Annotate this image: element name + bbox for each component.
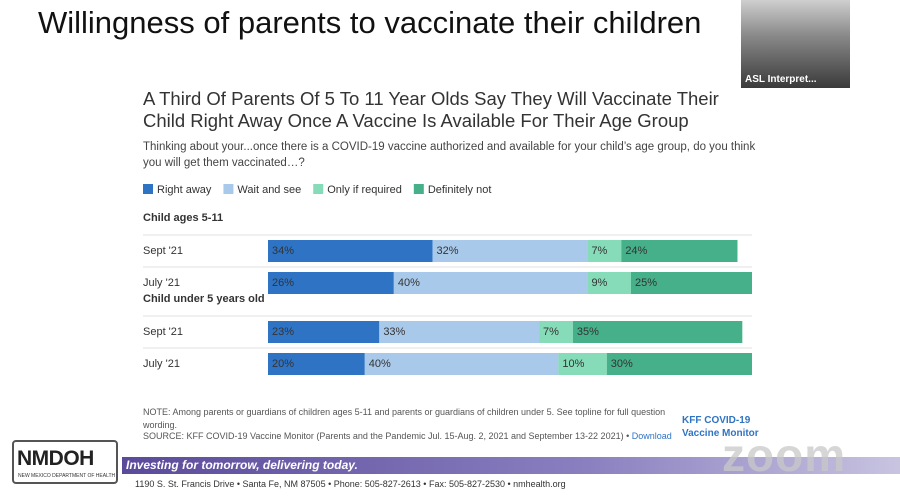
value-label: 34% <box>272 245 294 257</box>
value-label: 30% <box>611 358 633 370</box>
value-label: 33% <box>383 326 405 338</box>
group-label: Child under 5 years old <box>143 293 265 305</box>
address: 1190 S. St. Francis Drive • Santa Fe, NM… <box>135 479 566 489</box>
value-label: 7% <box>591 245 607 257</box>
value-label: 40% <box>369 358 391 370</box>
bar-segment <box>539 321 573 343</box>
bar-segment <box>631 272 752 294</box>
category-label: Sept '21 <box>143 245 183 257</box>
bar-segment <box>379 321 540 343</box>
legend-swatch <box>143 184 153 194</box>
bar-segment <box>268 240 433 262</box>
value-label: 23% <box>272 326 294 338</box>
bar-segment <box>621 240 738 262</box>
value-label: 35% <box>577 326 599 338</box>
logo-subtext: NEW MEXICO DEPARTMENT OF HEALTH <box>18 473 116 479</box>
bar-segment <box>268 353 365 375</box>
category-label: July '21 <box>143 277 180 289</box>
bar-segment <box>587 240 622 262</box>
video-tile[interactable]: ASL Interpret... <box>741 0 850 88</box>
legend-label: Definitely not <box>428 184 492 196</box>
value-label: 40% <box>398 277 420 289</box>
brand: KFF COVID-19 Vaccine Monitor <box>682 414 759 440</box>
value-label: 32% <box>437 245 459 257</box>
source: SOURCE: KFF COVID-19 Vaccine Monitor (Pa… <box>143 431 683 441</box>
legend-swatch <box>223 184 234 194</box>
banner: Investing for tomorrow, delivering today… <box>122 457 900 474</box>
brand-line: KFF COVID-19 <box>682 415 751 426</box>
legend-label: Wait and see <box>237 184 301 196</box>
category-label: Sept '21 <box>143 326 183 338</box>
chart: Right away Wait and see Only if required De… <box>143 184 752 375</box>
participant-name: ASL Interpret... <box>745 74 817 85</box>
slide-title: Willingness of parents to vaccinate thei… <box>38 5 702 40</box>
legend-label: Right away <box>157 184 212 196</box>
brand-line: Vaccine Monitor <box>682 428 759 439</box>
slogan: Investing for tomorrow, delivering today… <box>126 458 358 472</box>
watermark: zoom <box>722 429 847 481</box>
value-label: 26% <box>272 277 294 289</box>
bar-segment <box>393 272 588 294</box>
bar-segment <box>268 272 394 294</box>
note: NOTE: Among parents or guardians of chil… <box>143 407 666 430</box>
logo-text: NMDOH <box>17 447 94 470</box>
value-label: 24% <box>625 245 647 257</box>
legend-swatch <box>313 184 324 194</box>
chart-title: A Third Of Parents Of 5 To 11 Year Olds … <box>143 88 719 131</box>
bar-segment <box>587 272 631 294</box>
category-label: July '21 <box>143 358 180 370</box>
legend-swatch <box>413 184 424 194</box>
bar-segment <box>558 353 607 375</box>
value-label: 25% <box>635 277 657 289</box>
chart-subtitle: Thinking about your...once there is a CO… <box>143 141 756 169</box>
group-label: Child ages 5-11 <box>143 212 223 224</box>
bar-segment <box>572 321 743 343</box>
legend-label: Only if required <box>327 184 402 196</box>
value-label: 10% <box>562 358 584 370</box>
logo: NMDOH NEW MEXICO DEPARTMENT OF HEALTH <box>12 440 118 484</box>
bar-segment <box>268 321 380 343</box>
download-link[interactable]: Download <box>631 431 672 441</box>
source-text: SOURCE: KFF COVID-19 Vaccine Monitor (Pa… <box>143 431 630 441</box>
value-label: 7% <box>543 326 559 338</box>
bar-segment <box>432 240 588 262</box>
bar-segment <box>364 353 559 375</box>
value-label: 9% <box>591 277 607 289</box>
value-label: 20% <box>272 358 294 370</box>
bar-segment <box>606 353 752 375</box>
